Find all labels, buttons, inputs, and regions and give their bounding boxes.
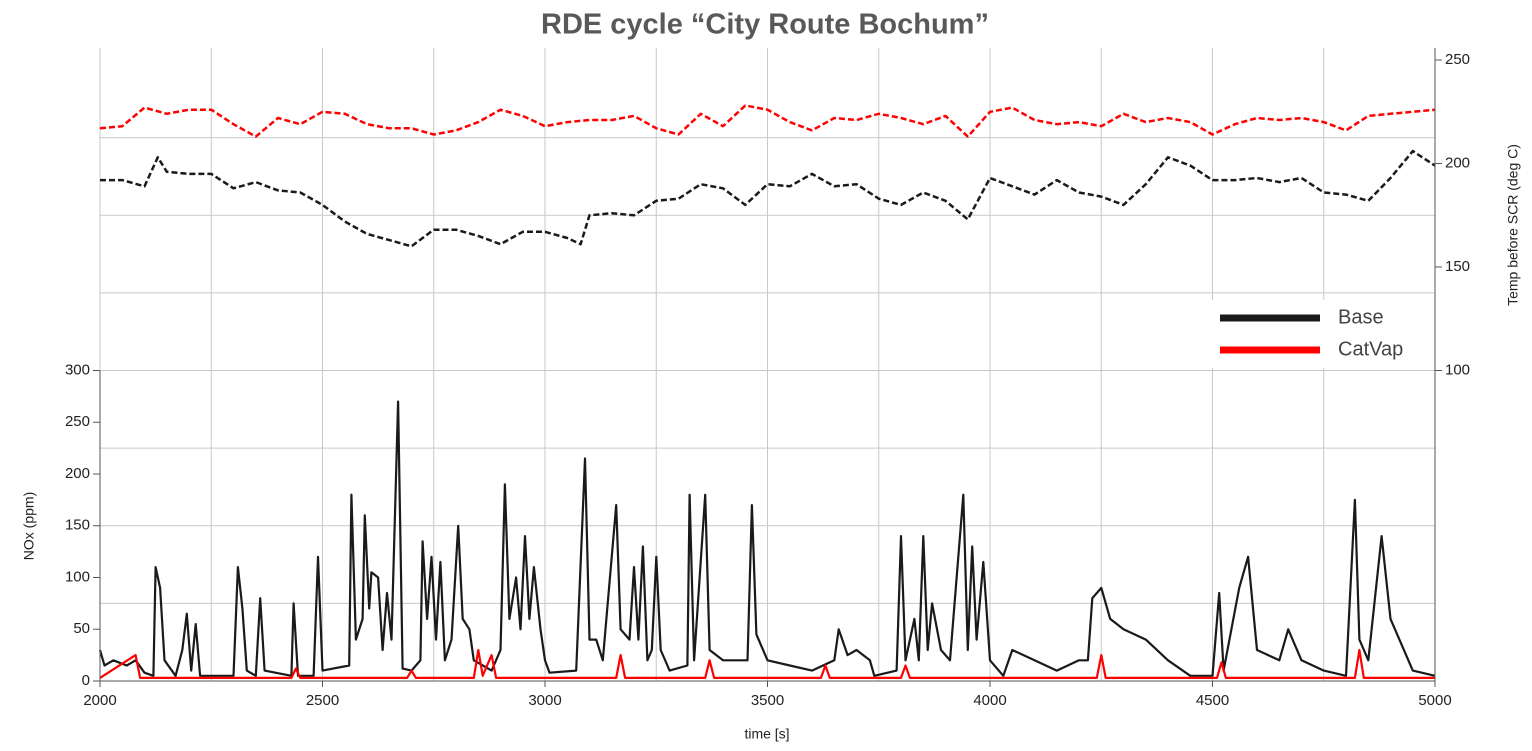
data-line [99,104,1436,138]
x-tick-label: 2500 [306,692,339,709]
y-tick-label: 300 [65,361,90,378]
x-tick-label: 4000 [973,692,1006,709]
y-tick-label: 100 [65,568,90,585]
x-axis-label: time [s] [744,726,789,742]
x-tick-label: 3000 [528,692,561,709]
y-axis-label: NOx (ppm) [21,492,37,560]
axes: 2000 2500 3000 3500 4000 4500 5000 0 50 100 150 200… [65,48,1470,709]
data-line [98,400,1436,677]
x-tick-label: 2000 [83,692,116,709]
data-line [99,648,1435,679]
y2-tick-label: 150 [1445,258,1470,275]
legend-label: CatVap [1338,338,1403,360]
legend-box [1212,300,1428,368]
data-line [100,149,1436,248]
legend: Base CatVap [1212,300,1428,368]
y-tick-label: 50 [73,620,90,637]
plot-lines [98,104,1436,679]
y2-tick-label: 250 [1445,51,1470,68]
y-tick-label: 200 [65,465,90,482]
y2-tick-label: 100 [1445,361,1470,378]
legend-label: Base [1338,306,1384,328]
y-tick-label: 150 [65,517,90,534]
x-tick-label: 3500 [751,692,784,709]
y2-tick-label: 200 [1445,154,1470,171]
y-tick-label: 250 [65,413,90,430]
x-tick-label: 4500 [1196,692,1229,709]
y-tick-label: 0 [82,672,90,689]
chart-title: RDE cycle “City Route Bochum” [541,9,989,41]
y2-axis-label: Temp before SCR (deg C) [1505,144,1521,306]
x-tick-label: 5000 [1418,692,1451,709]
